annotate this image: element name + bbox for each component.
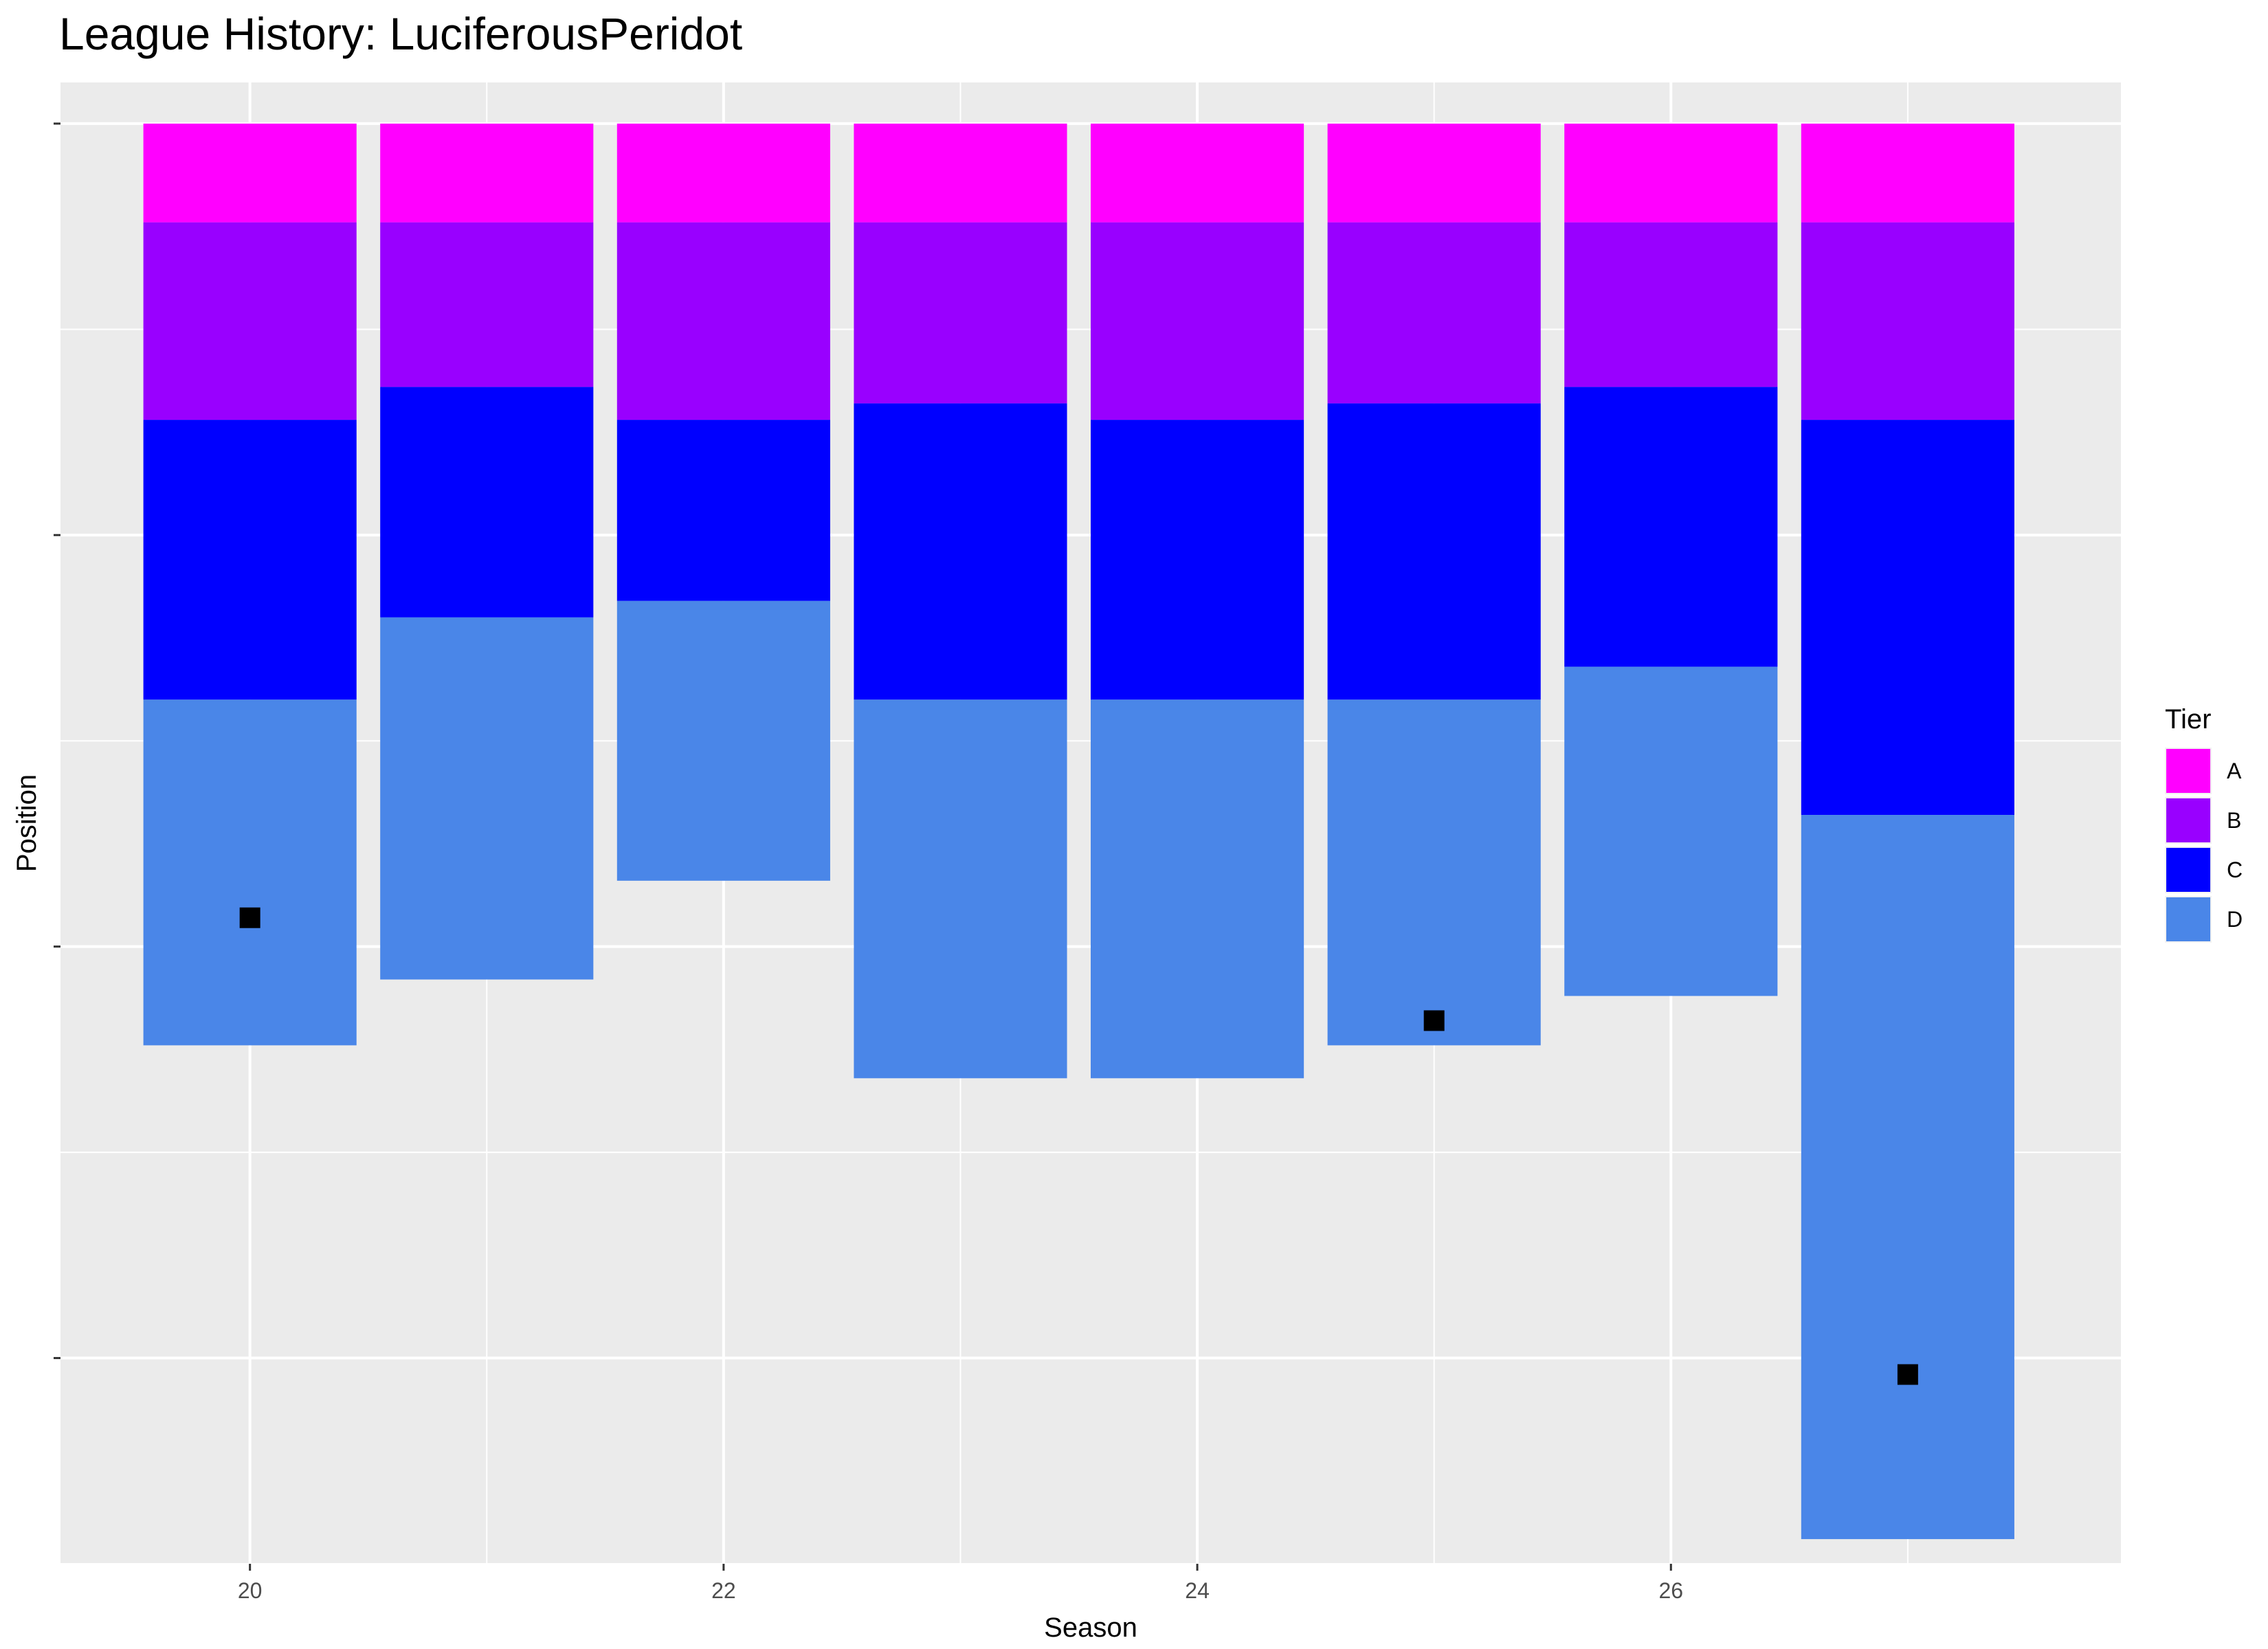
legend-swatch-d — [2166, 897, 2210, 941]
x-tick-label: 24 — [1185, 1578, 1210, 1603]
x-tick-label: 22 — [711, 1578, 736, 1603]
y-axis-title: Position — [12, 774, 42, 872]
position-marker-season-20 — [239, 907, 260, 928]
bar-segment-season-23-tier-a — [854, 123, 1067, 223]
chart-title: League History: LuciferousPeridot — [59, 8, 742, 59]
x-axis: 20 22 24 26 — [238, 1564, 1683, 1603]
legend-swatch-a — [2166, 749, 2210, 793]
bar-segment-season-26-tier-d — [1564, 666, 1778, 996]
bar-segment-season-22-tier-c — [616, 420, 830, 601]
bar-segment-season-24-tier-b — [1091, 222, 1304, 420]
x-axis-title: Season — [1044, 1613, 1137, 1643]
position-markers — [239, 907, 1918, 1385]
legend-swatch-c — [2166, 848, 2210, 892]
bar-segment-season-23-tier-b — [854, 222, 1067, 404]
bar-segment-season-27-tier-d — [1801, 815, 2014, 1540]
bar-segment-season-22-tier-b — [616, 222, 830, 420]
bar-segment-season-25-tier-a — [1327, 123, 1541, 223]
x-tick-label: 26 — [1658, 1578, 1683, 1603]
bar-segment-season-21-tier-a — [380, 123, 594, 223]
bar-segment-season-21-tier-b — [380, 222, 594, 388]
legend-swatch-b — [2166, 798, 2210, 842]
bar-segment-season-27-tier-a — [1801, 123, 2014, 223]
bar-segment-season-21-tier-c — [380, 387, 594, 618]
bar-segment-season-20-tier-b — [143, 222, 357, 420]
bar-segment-season-24-tier-a — [1091, 123, 1304, 223]
bar-segment-season-26-tier-c — [1564, 387, 1778, 667]
position-marker-season-25 — [1423, 1010, 1445, 1031]
bar-segment-season-25-tier-d — [1327, 699, 1541, 1046]
bar-segment-season-20-tier-c — [143, 420, 357, 700]
bar-segment-season-21-tier-d — [380, 617, 594, 980]
bar-segment-season-22-tier-d — [616, 601, 830, 881]
legend: Tier A BCD — [2165, 704, 2243, 943]
y-axis — [54, 122, 60, 1360]
bar-segment-season-24-tier-c — [1091, 420, 1304, 700]
bar-segment-season-23-tier-c — [854, 403, 1067, 700]
legend-title: Tier — [2165, 704, 2211, 734]
legend-label-b: B — [2227, 808, 2241, 833]
legend-label-a: A — [2227, 759, 2242, 783]
legend-label-c: C — [2227, 857, 2243, 882]
bar-segment-season-25-tier-b — [1327, 222, 1541, 404]
bar-segment-season-27-tier-c — [1801, 420, 2014, 816]
bar-segment-season-27-tier-b — [1801, 222, 2014, 420]
bar-segment-season-20-tier-a — [143, 123, 357, 223]
position-marker-season-27 — [1897, 1364, 1918, 1385]
bar-segment-season-23-tier-d — [854, 699, 1067, 1079]
bars — [143, 123, 2014, 1540]
bar-segment-season-24-tier-d — [1091, 699, 1304, 1079]
bar-segment-season-22-tier-a — [616, 123, 830, 223]
bar-segment-season-26-tier-b — [1564, 222, 1778, 388]
legend-label-d: D — [2227, 907, 2243, 932]
bar-segment-season-26-tier-a — [1564, 123, 1778, 223]
x-tick-label: 20 — [238, 1578, 263, 1603]
bar-segment-season-25-tier-c — [1327, 403, 1541, 700]
bar-segment-season-20-tier-d — [143, 699, 357, 1046]
